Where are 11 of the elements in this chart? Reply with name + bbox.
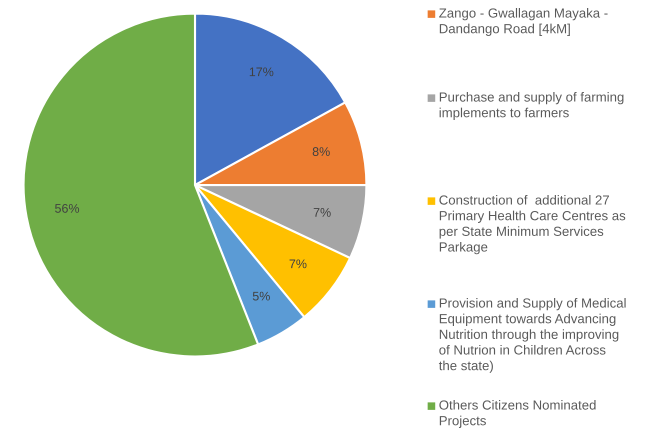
legend-label: Provision and Supply of Medical Equipment towards Advancing Nutrition through the improving of Nutrion in Children Across the state): [438, 298, 626, 373]
data-label: 7%: [314, 208, 331, 217]
data-label: 7%: [290, 259, 307, 268]
data-label: 56%: [55, 204, 80, 213]
legend-label: Zango - Gwallagan Mayaka - Dandango Road [4kM]: [439, 8, 608, 36]
legend-label: Others Citizens Nominated Projects: [439, 400, 596, 428]
data-label: 17%: [250, 67, 274, 76]
legend-label: Construction of additional 27 Primary Health Care Centres as per State Minimum Services Parkage: [439, 195, 626, 254]
legend-label: Purchase and supply of farming implements to farmers: [440, 92, 624, 120]
data-label: 5%: [252, 292, 270, 301]
data-label: 8%: [312, 147, 330, 156]
